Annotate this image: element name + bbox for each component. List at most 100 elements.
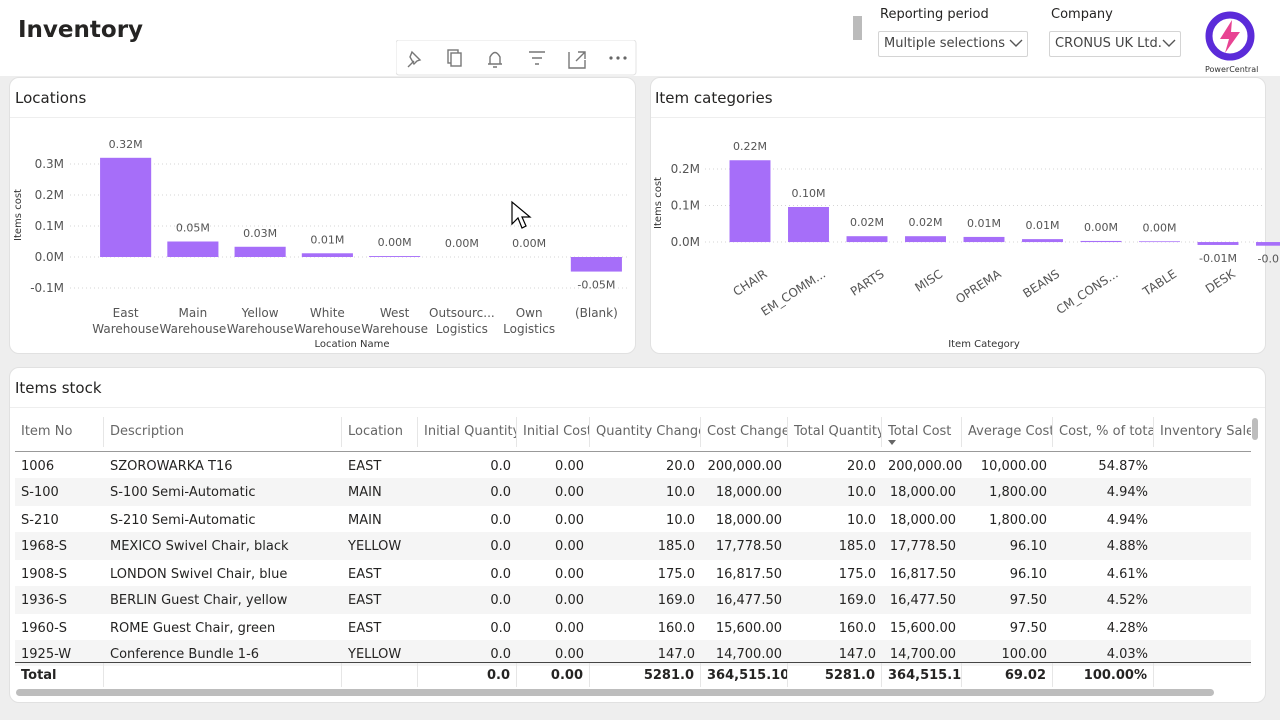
table-cell: 4.94% (1106, 485, 1148, 500)
y-tick-label: 0.3M (35, 157, 64, 171)
totals-cell: 5281.0 (590, 663, 701, 687)
table-cell: 0.0 (490, 485, 511, 500)
column-header[interactable]: Location (342, 417, 418, 447)
column-header[interactable]: Total Cost (882, 417, 962, 447)
table-cell: 1960-S (21, 621, 68, 636)
visual-toolbar[interactable] (396, 40, 640, 76)
table-cell: 0.0 (490, 567, 511, 582)
data-label: 0.01M (310, 233, 344, 246)
h-scrollbar[interactable] (16, 689, 1214, 696)
table-cell: 185.0 (838, 539, 876, 554)
table-cell: 17,778.50 (715, 539, 782, 554)
table-cell: 4.61% (1106, 567, 1148, 582)
x-tick-label: MISC (912, 267, 945, 295)
column-header[interactable]: Quantity Change (590, 417, 701, 447)
data-label: 0.00M (512, 237, 546, 250)
table-cell: BERLIN Guest Chair, yellow (110, 593, 288, 608)
totals-empty (104, 663, 342, 687)
y-tick-label: 0.2M (671, 162, 700, 176)
data-label: -0.05M (577, 279, 615, 292)
table-cell: 17,778.50 (889, 539, 956, 554)
table-cell: 147.0 (657, 647, 695, 662)
mouse-cursor (511, 200, 532, 229)
data-label: 0.00M (378, 236, 412, 249)
row-stripe (15, 640, 1251, 666)
x-tick-label: DESK (1203, 266, 1239, 296)
bar (570, 257, 622, 272)
totals-empty (342, 663, 418, 687)
v-scrollbar[interactable] (1252, 418, 1258, 440)
table-cell: 18,000.00 (889, 513, 956, 528)
totals-cell: 0.0 (418, 663, 517, 687)
data-label: 0.00M (445, 237, 479, 250)
table-cell: 54.87% (1098, 459, 1148, 474)
bar (1197, 242, 1239, 245)
table-cell: 169.0 (838, 593, 876, 608)
column-header[interactable]: Average Cost (962, 417, 1053, 447)
column-header[interactable]: Cost, % of total (1053, 417, 1154, 447)
x-tick-label: TABLE (1140, 267, 1180, 299)
x-tick-label: West Warehouse (361, 306, 428, 336)
table-cell: 185.0 (657, 539, 695, 554)
table-cell: 10.0 (847, 485, 876, 500)
charts: -0.1M 0.0M 0.1M 0.2M 0.3M Location Name Items … (13, 138, 1280, 350)
table-cell: 1908-S (21, 567, 68, 582)
filter-icon[interactable] (529, 51, 545, 65)
table-cell: 0.00 (555, 459, 584, 474)
table-cell: 0.0 (490, 539, 511, 554)
table-cell: 1006 (21, 459, 55, 474)
row-stripe (15, 478, 1251, 506)
x-tick-label: Yellow Warehouse (227, 306, 294, 336)
bar (100, 157, 152, 257)
table-cell: 169.0 (657, 593, 695, 608)
y-tick-label: 0.1M (671, 199, 700, 213)
divider (10, 117, 635, 118)
data-label: 0.32M (109, 138, 143, 151)
sort-arrow (888, 440, 896, 445)
table-cell: 14,700.00 (715, 647, 782, 662)
focus-icon[interactable] (568, 51, 586, 69)
logo (1205, 11, 1255, 61)
y-tick-label: 0.2M (35, 188, 64, 202)
slicer-handle (853, 16, 862, 40)
table-cell: SZOROWARKA T16 (110, 459, 233, 474)
x-tick-label: CM_CONS... (1054, 267, 1121, 317)
row-stripe (15, 586, 1251, 614)
bar (1139, 241, 1180, 243)
column-header[interactable]: Initial Cost (517, 417, 590, 447)
bar (963, 236, 1005, 243)
column-header[interactable]: Inventory Sales (1154, 417, 1251, 447)
filter-value: CRONUS UK Ltd. (1055, 36, 1162, 51)
filter-dropdown[interactable]: Multiple selections (878, 31, 1028, 57)
table-cell: 0.00 (555, 621, 584, 636)
column-header[interactable]: Initial Quantity (418, 417, 517, 447)
pin-icon[interactable] (407, 50, 422, 68)
table-cell: EAST (348, 459, 382, 474)
y-tick-label: 0.1M (35, 219, 64, 233)
totals-label: Total (15, 663, 104, 687)
bar (788, 206, 829, 243)
column-header[interactable]: Description (104, 417, 342, 447)
table-cell: 0.00 (555, 647, 584, 662)
table-cell: 175.0 (657, 567, 695, 582)
x-tick-label: White Warehouse (294, 306, 361, 336)
table-cell: 4.88% (1106, 539, 1148, 554)
table-cell: 18,000.00 (715, 485, 782, 500)
table-cell: 200,000.00 (888, 459, 962, 474)
table-cell: 0.0 (490, 621, 511, 636)
totals-border (15, 662, 1251, 663)
table-cell: 0.00 (555, 485, 584, 500)
totals-cell: 5281.0 (788, 663, 882, 687)
table-cell: 10.0 (666, 485, 695, 500)
filter-dropdown[interactable]: CRONUS UK Ltd. (1049, 31, 1181, 57)
column-header[interactable]: Item No (15, 417, 104, 447)
column-header[interactable]: Cost Change (701, 417, 788, 447)
table-cell: 1925-W (21, 647, 72, 662)
table-cell: 16,817.50 (715, 567, 782, 582)
table-cell: S-100 Semi-Automatic (110, 485, 256, 500)
table-cell: 1936-S (21, 593, 68, 608)
column-header[interactable]: Total Quantity (788, 417, 882, 447)
x-tick-label: CHAIR (731, 267, 770, 299)
table-cell: 1968-S (21, 539, 68, 554)
bell-icon[interactable] (488, 51, 502, 68)
